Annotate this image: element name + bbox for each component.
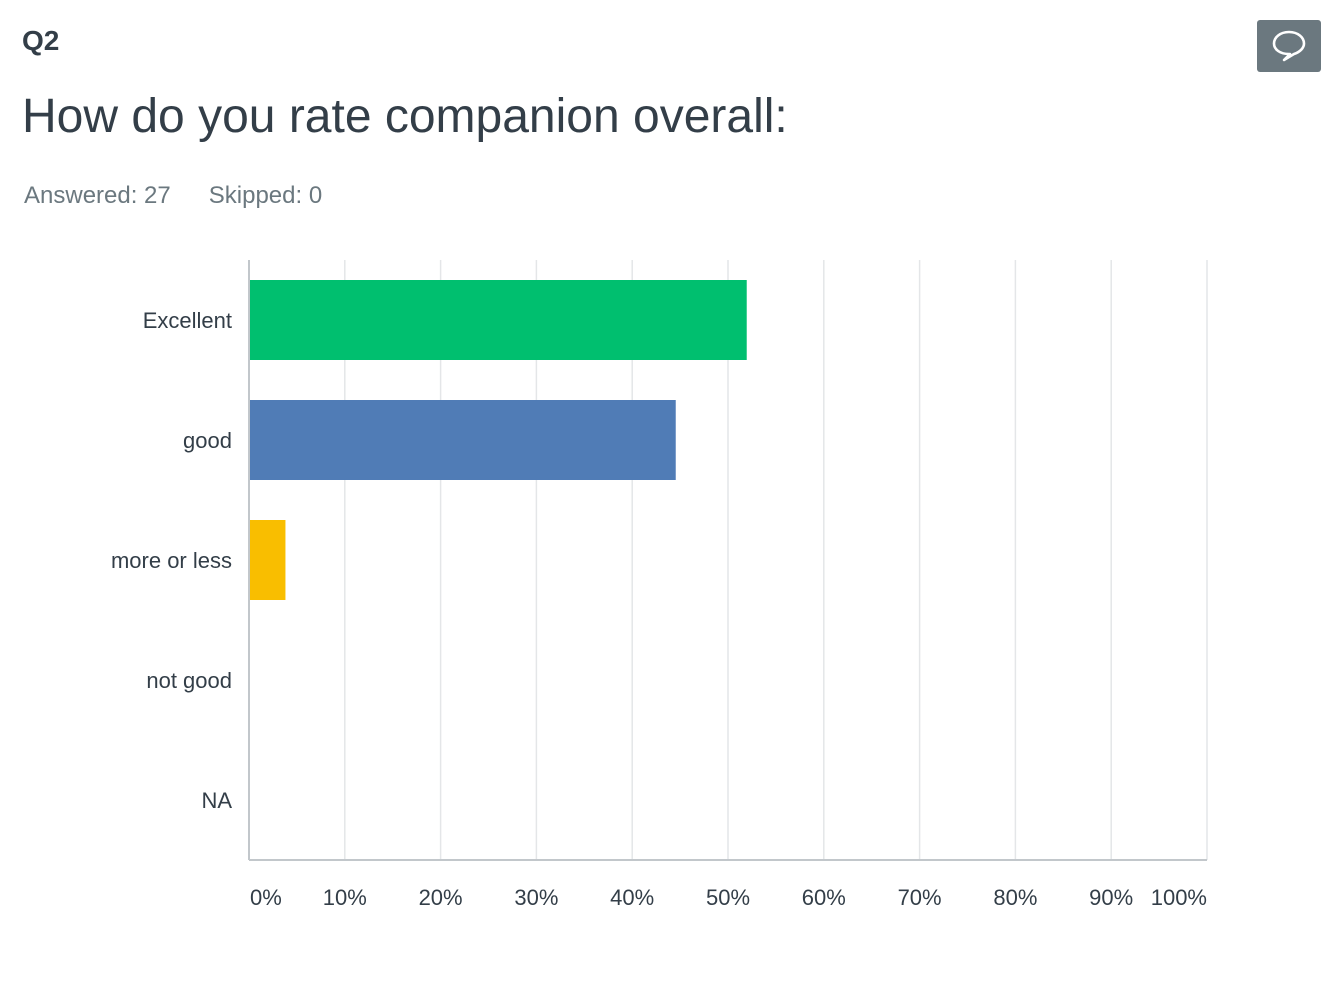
- question-number: Q2: [22, 25, 60, 56]
- response-stats: Answered: 27 Skipped: 0: [24, 182, 322, 210]
- x-tick-label: 70%: [898, 885, 942, 910]
- category-label: more or less: [111, 548, 232, 573]
- x-tick-label: 60%: [802, 885, 846, 910]
- x-tick-label: 50%: [706, 885, 750, 910]
- skipped-count: Skipped: 0: [208, 182, 323, 209]
- bar-excellent[interactable]: [250, 280, 747, 360]
- x-tick-label: 40%: [610, 885, 654, 910]
- x-tick-label: 30%: [514, 885, 558, 910]
- category-label: good: [183, 428, 232, 453]
- x-tick-label: 90%: [1089, 885, 1133, 910]
- comment-button[interactable]: [1257, 20, 1321, 72]
- chart-axes: [248, 260, 1207, 861]
- chart-labels: 0% 10% 20% 30% 40% 50% 60% 70% 80% 90% 100% Excelle…: [111, 308, 1207, 910]
- x-tick-label: 100%: [1151, 885, 1207, 910]
- bar-more-or-less[interactable]: [250, 520, 286, 600]
- x-tick-label: 10%: [323, 885, 367, 910]
- chart-bars: [250, 280, 747, 600]
- x-tick-label: 20%: [419, 885, 463, 910]
- question-title: How do you rate companion overall:: [22, 90, 788, 143]
- speech-bubble-icon: [1272, 30, 1306, 62]
- category-label: not good: [146, 668, 232, 693]
- x-tick-label: 0%: [250, 885, 282, 910]
- category-label: Excellent: [143, 308, 232, 333]
- bar-good[interactable]: [250, 400, 676, 480]
- answered-count: Answered: 27: [24, 182, 171, 209]
- x-tick-label: 80%: [993, 885, 1037, 910]
- category-label: NA: [201, 788, 232, 813]
